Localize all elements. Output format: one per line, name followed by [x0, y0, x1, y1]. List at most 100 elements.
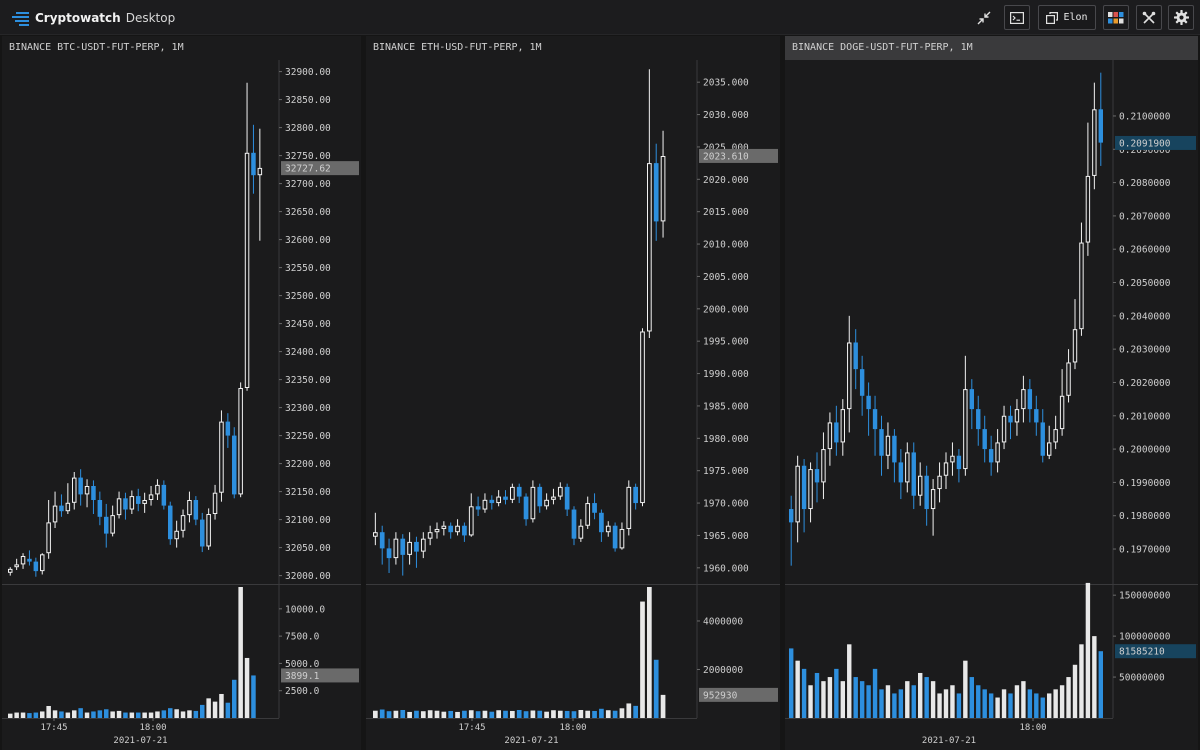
app-subtitle: Desktop [125, 11, 176, 25]
candle-body [427, 532, 433, 539]
volume-bar [414, 710, 419, 718]
price-tick-label: 0.2000000 [1119, 445, 1171, 456]
volume-bar [988, 693, 994, 718]
volume-bar [537, 710, 543, 718]
candle-body [1034, 409, 1039, 423]
settings-button[interactable] [1168, 5, 1194, 30]
candle-body [612, 525, 618, 549]
candle-body [660, 156, 666, 222]
eth-chart[interactable]: 2035.000 2030.000 2025.000 2020.000 2015.000… [366, 36, 780, 750]
last-volume-label: 3899.1 [285, 671, 320, 682]
volume-bar [78, 708, 83, 718]
volume-bar [1014, 685, 1020, 718]
volume-bar [155, 711, 160, 718]
volume-bar [225, 702, 231, 718]
price-tick-label: 32100.00 [285, 515, 331, 526]
candle-body [1079, 242, 1084, 330]
volume-bar [626, 703, 632, 718]
volume-bar [455, 711, 460, 718]
volume-bar [142, 712, 147, 718]
volume-bar [795, 660, 800, 718]
candle-body [892, 435, 897, 463]
candle-body [847, 342, 852, 410]
volume-bar [859, 681, 865, 718]
candle-body [161, 484, 167, 506]
candle-body [407, 541, 412, 555]
candle-body [414, 541, 419, 552]
candle-body [84, 486, 90, 495]
volume-bar [1021, 681, 1026, 718]
terminal-icon [1010, 11, 1024, 24]
candle-body [571, 509, 577, 539]
price-tick-label: 1995.000 [703, 337, 749, 348]
price-tick-label: 0.2020000 [1119, 378, 1171, 389]
candle-body [393, 538, 399, 559]
candle-body [551, 496, 556, 500]
candle-body [578, 525, 584, 539]
candle-body [20, 556, 26, 565]
volume-bar [1008, 693, 1013, 718]
candle-body [448, 525, 454, 533]
tools-button[interactable] [1136, 5, 1162, 30]
candle-body [482, 499, 488, 510]
price-tick-label: 0.2060000 [1119, 245, 1171, 256]
cryptowatch-logo-icon [12, 12, 29, 26]
collapse-button[interactable] [972, 5, 996, 30]
volume-bar [599, 708, 604, 718]
panel-title[interactable]: BINANCE BTC-USDT-FUT-PERP, 1M [9, 42, 184, 53]
profile-button[interactable]: Elon [1038, 5, 1096, 30]
volume-bar [136, 712, 141, 718]
brand: Cryptowatch Desktop [12, 8, 175, 28]
volume-bar [834, 668, 839, 718]
candle-body [420, 538, 426, 552]
candle-body [59, 505, 64, 512]
volume-tick-label: 10000.0 [285, 604, 325, 615]
candle-body [1092, 109, 1097, 176]
candle-body [8, 568, 13, 573]
volume-bar [918, 672, 923, 718]
doge-chart[interactable]: 0.2100000 0.2090000 0.2080000 0.2070000 0.20… [785, 36, 1198, 750]
candle-body [516, 486, 522, 497]
candle-body [840, 409, 845, 443]
volume-bar [104, 709, 109, 718]
panel-title[interactable]: BINANCE ETH-USD-FUT-PERP, 1M [373, 42, 542, 53]
candle-body [1001, 415, 1007, 443]
chart-panel-eth[interactable]: BINANCE ETH-USD-FUT-PERP, 1M 2035.000 203… [366, 36, 780, 750]
layout-button[interactable] [1103, 5, 1129, 30]
candle-body [1021, 389, 1026, 410]
volume-bar [1085, 582, 1091, 718]
last-price-tag [1115, 135, 1196, 150]
chart-panel-btc[interactable]: BINANCE BTC-USDT-FUT-PERP, 1M 32900.00 32… [2, 36, 361, 750]
volume-bar [530, 710, 536, 718]
candle-body [462, 525, 467, 536]
volume-bar [1040, 697, 1045, 718]
volume-bar [129, 712, 135, 718]
time-tick-label: 17:45 [458, 723, 485, 733]
price-tick-label: 32900.00 [285, 67, 331, 78]
volume-bar [379, 709, 385, 718]
candle-body [585, 503, 591, 526]
volume-bar [123, 712, 128, 718]
price-tick-label: 0.2040000 [1119, 311, 1171, 322]
terminal-button[interactable] [1004, 5, 1030, 30]
panel-title[interactable]: BINANCE DOGE-USDT-FUT-PERP, 1M [785, 36, 1198, 60]
volume-bar [523, 711, 529, 718]
volume-bar [84, 712, 90, 718]
volume-bar [801, 668, 807, 718]
volume-bar [180, 711, 186, 718]
volume-tick-label: 50000000 [1119, 673, 1165, 684]
chart-panel-doge[interactable]: BINANCE DOGE-USDT-FUT-PERP, 1M 0.2100000… [785, 36, 1198, 750]
top-bar: Cryptowatch Desktop Elon [0, 0, 1200, 35]
candle-body [503, 496, 508, 500]
volume-bar [27, 713, 32, 718]
candle-body [251, 152, 256, 176]
volume-bar [434, 710, 440, 718]
price-tick-label: 0.2050000 [1119, 278, 1171, 289]
volume-bar [950, 685, 955, 718]
candle-body [1008, 415, 1013, 423]
volume-bar [448, 710, 454, 718]
btc-chart[interactable]: 32900.00 32850.00 32800.00 32750.00 32700.00… [2, 36, 361, 750]
candle-body [557, 486, 563, 497]
volume-bar [386, 711, 392, 718]
last-price-label: 2023.610 [703, 151, 749, 162]
